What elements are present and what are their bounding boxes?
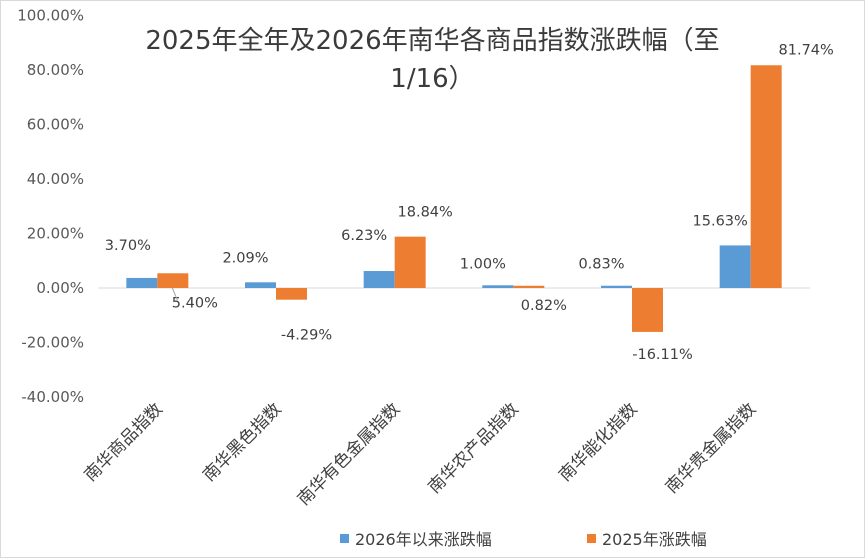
y-tick-label: 20.00% [27,225,84,243]
data-label: 1.00% [460,256,506,272]
data-label: 81.74% [779,42,834,58]
x-tick-label: 南华贵金属指数 [662,399,760,497]
bar-2025 [632,288,663,332]
bar-2025 [750,65,782,288]
data-label: 0.83% [578,257,624,273]
chart-title-line-2: 1/16） [390,64,475,94]
legend-swatch-2025 [587,533,596,543]
data-label: 15.63% [693,213,748,229]
data-label: -16.11% [632,347,693,363]
legend-label-2026: 2026年以来涨跌幅 [355,530,492,549]
bar-2025 [394,236,426,288]
bar-2025 [157,273,189,288]
chart-title-line-1: 2025年全年及2026年南华各商品指数涨跌幅（至 [145,26,720,56]
legend-label-2025: 2025年涨跌幅 [602,530,707,549]
bar-2025 [513,285,545,288]
bar-2026 [719,245,751,288]
bar-2025 [276,288,307,300]
legend-swatch-2026 [340,533,349,543]
data-label: 2.09% [222,250,268,266]
x-tick-label: 南华黑色指数 [199,399,285,485]
y-tick-label: 60.00% [27,116,84,134]
y-tick-label: -20.00% [21,334,84,352]
x-tick-label: 南华商品指数 [81,399,167,485]
y-tick-label: 40.00% [27,170,84,188]
data-label: 3.70% [105,238,151,254]
data-label: 0.82% [521,298,567,314]
leader-line [171,287,178,301]
bar-2026 [601,285,632,288]
legend-item-2025: 2025年涨跌幅 [587,526,707,550]
y-tick-label: 80.00% [27,61,84,79]
x-tick-label: 南华农产品指数 [425,399,523,497]
bar-2026 [126,277,158,288]
bar-2026 [245,282,276,288]
bar-2026 [482,285,514,288]
legend-item-2026: 2026年以来涨跌幅 [340,526,492,550]
data-label: 5.40% [172,295,218,311]
x-tick-label: 南华有色金属指数 [294,399,404,509]
y-tick-label: 100.00% [17,7,84,25]
x-tick-label: 南华能化指数 [555,399,641,485]
y-tick-label: -40.00% [21,388,84,406]
data-label: 6.23% [341,228,387,244]
data-label: -4.29% [281,328,332,344]
bar-2026 [363,271,395,288]
y-tick-label: 0.00% [36,279,84,297]
data-label: 18.84% [398,205,453,221]
